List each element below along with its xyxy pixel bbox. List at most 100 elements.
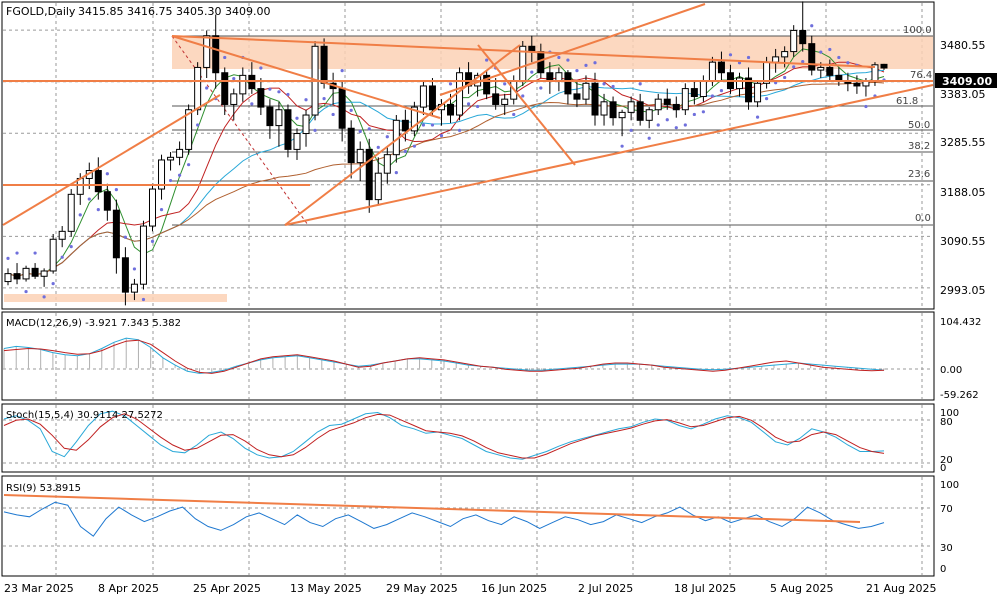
- candle-body: [546, 72, 554, 82]
- sar-dot: [159, 208, 164, 212]
- candle-body: [492, 93, 500, 105]
- candle-body: [817, 66, 825, 71]
- sar-dot: [864, 104, 868, 109]
- date-label: 2 Jul 2025: [578, 582, 633, 595]
- candle-body: [672, 103, 680, 111]
- sar-dot: [575, 69, 579, 73]
- fib-level-label: 38.2: [908, 141, 930, 152]
- macd-panel[interactable]: [1, 311, 935, 401]
- sar-dot: [466, 102, 471, 106]
- sar-dot: [87, 197, 91, 201]
- moving-average-line: [7, 81, 885, 277]
- current-price-marker: [935, 73, 997, 88]
- sar-dot: [819, 50, 823, 54]
- price-tick: 3090.55: [940, 235, 986, 248]
- sar-dot: [223, 55, 227, 60]
- stoch-tick: 0: [940, 463, 946, 474]
- candle-body: [40, 270, 48, 277]
- sar-dot: [512, 112, 516, 117]
- candle-body: [302, 114, 310, 135]
- candle-body: [808, 43, 816, 71]
- stoch-label: Stoch(15,5,4) 30.9114 27.5272: [6, 410, 163, 421]
- price-tick: 3480.55: [940, 39, 986, 52]
- fib-level-label: 50.0: [908, 120, 930, 131]
- candle-body: [690, 88, 698, 98]
- candle-body: [835, 74, 843, 82]
- candle-body: [130, 283, 138, 293]
- rsi-panel[interactable]: [1, 475, 935, 577]
- sar-dot: [792, 65, 796, 69]
- sar-dot: [837, 55, 841, 60]
- candle-body: [826, 66, 834, 76]
- candle-body: [158, 159, 166, 190]
- macd-label: MACD(12,26,9) -3.921 7.343 5.382: [6, 318, 181, 329]
- sar-dot: [557, 55, 561, 60]
- sar-dot: [412, 144, 416, 148]
- sar-dot: [105, 172, 109, 176]
- current-price-label: 3409.00: [942, 75, 992, 88]
- sar-dot: [611, 84, 615, 89]
- rsi-tick: 100: [940, 480, 959, 491]
- sar-dot: [701, 110, 705, 114]
- date-label: 29 May 2025: [386, 582, 458, 595]
- sar-dot: [141, 297, 146, 302]
- candle-body: [284, 109, 292, 150]
- candle-body: [609, 101, 617, 119]
- candle-body: [58, 230, 66, 240]
- candle-body: [853, 82, 861, 87]
- fib-level-label: 0.0: [915, 213, 931, 224]
- candle-body: [31, 267, 39, 277]
- candle-body: [212, 35, 220, 74]
- sar-dot: [783, 75, 787, 80]
- trendline-falling-1: [171, 35, 441, 119]
- sar-dot: [683, 123, 687, 127]
- sar-dot: [801, 59, 805, 64]
- price-tick: 2993.05: [940, 284, 986, 297]
- sar-dot: [340, 69, 344, 73]
- fib-level-label: 100.0: [903, 25, 932, 36]
- date-label: 5 Aug 2025: [770, 582, 833, 595]
- sar-dot: [710, 94, 715, 98]
- sar-dot: [692, 112, 696, 117]
- fib-level-label: 23.6: [908, 169, 930, 180]
- sar-dot: [322, 96, 326, 101]
- candle-body: [799, 29, 807, 45]
- date-label: 23 Mar 2025: [4, 582, 74, 595]
- candle-body: [49, 238, 57, 272]
- sar-dot: [385, 135, 389, 139]
- macd-tick: -59.262: [940, 390, 979, 401]
- candle-body: [573, 93, 581, 100]
- sar-dot: [196, 123, 200, 127]
- candle-body: [266, 106, 274, 127]
- candle-body: [681, 88, 689, 111]
- sar-dot: [286, 92, 290, 97]
- sar-dot: [457, 128, 462, 132]
- sar-dot: [403, 149, 407, 154]
- candle-body: [293, 133, 301, 150]
- sar-dot: [15, 251, 19, 255]
- candle-body: [428, 85, 436, 111]
- candle-body: [880, 63, 888, 69]
- sar-dot: [132, 267, 137, 271]
- sar-dot: [448, 82, 453, 86]
- candle-body: [401, 119, 409, 132]
- candle-body: [176, 148, 184, 158]
- candle-body: [772, 56, 780, 63]
- sar-dot: [69, 245, 73, 249]
- candle-body: [257, 88, 265, 108]
- sar-dot: [810, 24, 814, 28]
- candle-body: [654, 98, 662, 111]
- rsi-tick: 70: [940, 504, 953, 515]
- stoch-tick: 100: [940, 408, 959, 419]
- sar-dot: [421, 123, 426, 127]
- candle-body: [112, 209, 120, 259]
- candle-body: [645, 109, 653, 121]
- candle-body: [699, 80, 707, 98]
- candle-body: [121, 257, 129, 293]
- candle-body: [736, 77, 744, 90]
- candle-body: [320, 45, 328, 84]
- candle-body: [194, 66, 202, 111]
- date-label: 16 Jun 2025: [481, 582, 547, 595]
- candle-body: [338, 88, 346, 129]
